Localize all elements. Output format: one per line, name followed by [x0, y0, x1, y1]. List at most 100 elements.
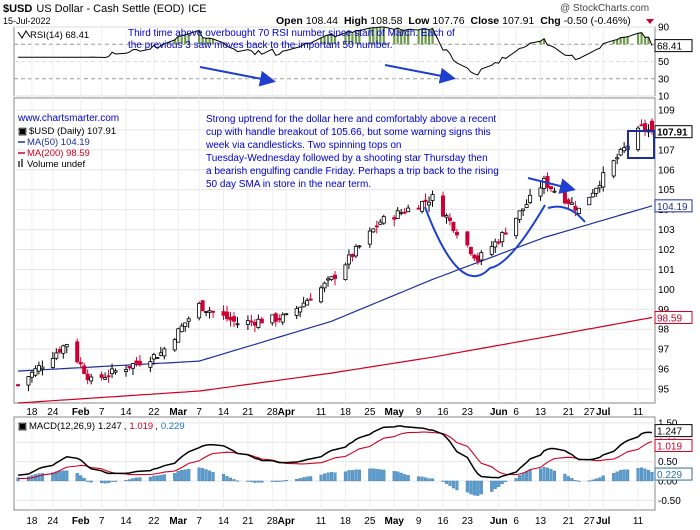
candle-body	[106, 375, 111, 378]
histogram-value-badge-text: 0.229	[657, 470, 682, 481]
candle-body	[172, 339, 177, 351]
candle-body	[103, 377, 108, 380]
candle-body	[440, 195, 445, 217]
macd-histogram-bar	[138, 477, 142, 482]
annotation-drawings	[199, 64, 655, 278]
macd-histogram-bar	[197, 467, 201, 482]
candle-body	[402, 211, 407, 214]
candle-body	[346, 254, 351, 265]
candle-body	[204, 310, 209, 313]
candle-body	[225, 311, 230, 320]
price-axis-tick: 95	[658, 385, 670, 396]
macd-histogram-bar	[347, 470, 351, 482]
x-axis-label: May	[384, 407, 404, 418]
candle-body	[353, 245, 358, 257]
macd-axis-tick: 0.00	[658, 476, 678, 487]
x-axis-label-macd: 18	[26, 516, 38, 527]
ma200-value-badge-text: 98.59	[657, 313, 682, 324]
macd-legend-label: ▣ MACD(12,26,9) 1.247, 1.019, 0.229	[18, 421, 185, 432]
macd-histogram-bar	[256, 480, 260, 483]
chart-title: $USD US Dollar - Cash Settle (EOD) ICE	[3, 3, 207, 15]
candle-body	[176, 328, 181, 343]
candle-body	[392, 217, 397, 220]
macd-histogram-bar	[577, 480, 581, 482]
macd-histogram-bar	[162, 474, 166, 482]
x-axis-label: 21	[242, 407, 254, 418]
macd-histogram-bar	[472, 480, 476, 496]
legend-volume-swatch-2	[21, 159, 23, 167]
candle-body	[500, 232, 505, 243]
macd-histogram-bar	[110, 480, 114, 482]
macd-signal-line	[17, 431, 653, 480]
candle-body	[538, 187, 543, 197]
candle-body	[406, 207, 411, 213]
candle-body	[587, 196, 592, 206]
candle-body	[207, 310, 212, 313]
rsi-value-badge-box	[654, 39, 693, 53]
macd-histogram-bar	[75, 473, 79, 482]
x-axis-label: Jun	[490, 407, 508, 418]
candle-body	[186, 318, 191, 322]
macd-panel	[13, 416, 656, 511]
x-axis-label: Feb	[72, 407, 90, 418]
macd-histogram-bar	[354, 469, 358, 482]
candle-body	[64, 344, 69, 348]
macd-histogram-bar	[441, 480, 445, 482]
macd-histogram-bar	[58, 471, 62, 482]
recent-candles-highlight-box	[627, 130, 655, 159]
macd-histogram-bar	[598, 477, 602, 482]
candle-body	[615, 157, 620, 160]
price-axis-tick: 103	[658, 225, 675, 236]
moving-average-lines	[17, 205, 653, 404]
x-axis-label: 28	[267, 407, 279, 418]
candle-body	[514, 217, 519, 237]
candle-body	[197, 302, 202, 319]
macd-histogram-bar	[420, 476, 424, 482]
x-axis-label-macd: 14	[218, 516, 230, 527]
candle-body	[277, 318, 282, 321]
candle-body	[245, 320, 250, 325]
macd-histogram-bar	[375, 468, 379, 482]
candle-body	[503, 232, 508, 235]
x-axis-label-macd: 11	[316, 516, 327, 527]
macd-histogram-bar	[148, 476, 152, 482]
candles-group	[15, 118, 655, 392]
macd-histogram-bar	[89, 480, 93, 483]
macd-value-badge-box	[654, 424, 693, 438]
macd-histogram-bar	[497, 480, 501, 487]
x-axis-label-macd: 7	[99, 516, 105, 527]
candle-body	[643, 123, 648, 131]
histogram-value-badge: 0.229	[654, 467, 693, 481]
candle-body	[423, 199, 428, 202]
macd-histogram-bar	[221, 474, 226, 482]
macd-histogram-bar	[525, 471, 529, 482]
macd-histogram-bar	[51, 472, 55, 482]
candle-body	[427, 201, 432, 206]
price-annotation-line-2: cup with handle breakout of 105.66, but …	[206, 127, 491, 138]
macd-histogram-bar	[333, 472, 337, 482]
macd-histogram-bar	[131, 478, 135, 482]
macd-histogram-bar	[124, 480, 128, 482]
x-axis-label: 6	[513, 407, 519, 418]
x-axis-price: 18 24 Feb 7 14 22 Mar 7 14 21 28 Apr 11 18 25 May 9 16 23 J…	[26, 407, 643, 418]
candle-body	[601, 172, 606, 188]
candle-body	[61, 345, 66, 354]
legend-main: ▣ $USD (Daily) 107.91	[18, 126, 116, 137]
candle-body	[162, 348, 167, 357]
candle-body	[183, 322, 188, 327]
candle-body	[298, 306, 303, 313]
ma50-line	[17, 205, 653, 372]
rsi-axis-tick: 90	[658, 23, 670, 34]
signal-value-badge-text: 1.019	[657, 441, 682, 452]
ma200-value-badge: 98.59	[654, 310, 693, 324]
x-axis-label: 9	[416, 407, 422, 418]
price-axis-tick: 102	[658, 245, 675, 256]
x-axis-label: 25	[364, 407, 376, 418]
macd-histogram-bar	[417, 476, 421, 482]
macd-histogram-bar	[113, 480, 118, 482]
x-axis-label-macd: Feb	[72, 516, 90, 527]
macd-histogram-bar	[61, 470, 65, 482]
macd-legend: ▣ MACD(12,26,9) 1.247, 1.019, 0.229	[18, 421, 185, 432]
macd-histogram-bar	[16, 477, 20, 482]
legend-volume: Volume undef	[27, 159, 85, 170]
